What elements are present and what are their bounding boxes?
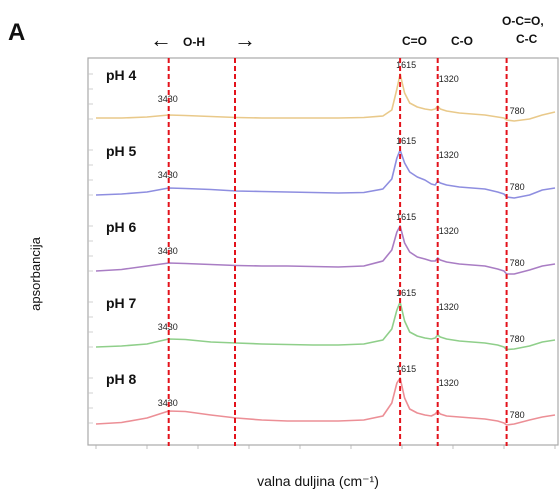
series-name-label: pH 7 bbox=[106, 295, 137, 311]
peak-label: 1615 bbox=[396, 60, 416, 70]
peak-label: 1320 bbox=[439, 150, 459, 160]
series-name-label: pH 4 bbox=[106, 67, 137, 83]
peak-label: 1320 bbox=[439, 302, 459, 312]
x-axis-ticks bbox=[95, 445, 556, 449]
co-double-header: C=O bbox=[402, 34, 427, 48]
oh-header-label: O-H bbox=[183, 35, 205, 49]
oco-header-line1: O-C=O, bbox=[502, 14, 544, 28]
spectrum-line bbox=[95, 301, 556, 351]
peak-label: 1615 bbox=[396, 212, 416, 222]
peak-label: 1320 bbox=[439, 226, 459, 236]
spectrum-3: pH 6343016151320780 bbox=[95, 212, 556, 275]
series-name-label: pH 8 bbox=[106, 371, 137, 387]
spectra-lines: pH 4343016151320780pH 5343016151320780pH… bbox=[95, 60, 556, 426]
series-name-label: pH 6 bbox=[106, 219, 137, 235]
spectrum-line bbox=[95, 225, 556, 275]
peak-label: 780 bbox=[510, 106, 525, 116]
y-axis-label: apsorbancija bbox=[28, 236, 43, 310]
spectrum-line bbox=[95, 149, 556, 199]
panel-label: A bbox=[8, 19, 25, 46]
oh-arrow-right: → bbox=[234, 27, 256, 52]
spectrum-line bbox=[96, 73, 556, 122]
plot-frame bbox=[87, 57, 559, 446]
spectrum-4: pH 7 3430 1615 1320 780 bbox=[95, 288, 556, 351]
peak-label: 1615 bbox=[396, 288, 416, 298]
co-single-header: C-O bbox=[451, 34, 473, 48]
peak-label: 3430 bbox=[158, 322, 178, 332]
peak-label: 780 bbox=[510, 258, 525, 268]
peak-label: 780 bbox=[510, 182, 525, 192]
peak-label: 1320 bbox=[439, 74, 459, 84]
peak-label: 1615 bbox=[396, 364, 416, 374]
reference-lines bbox=[167, 58, 508, 446]
spectrum-line bbox=[95, 377, 556, 426]
x-axis-label: valna duljina (cm⁻¹) bbox=[257, 473, 379, 489]
peak-label: 1615 bbox=[396, 136, 416, 146]
series-name-label: pH 5 bbox=[106, 143, 137, 159]
oh-arrow-left: ← bbox=[150, 27, 172, 52]
peak-label: 780 bbox=[510, 334, 525, 344]
oco-header-line2: C-C bbox=[516, 32, 538, 46]
peak-label: 780 bbox=[510, 410, 525, 420]
spectra-strips bbox=[88, 73, 93, 424]
peak-label: 1320 bbox=[439, 378, 459, 388]
